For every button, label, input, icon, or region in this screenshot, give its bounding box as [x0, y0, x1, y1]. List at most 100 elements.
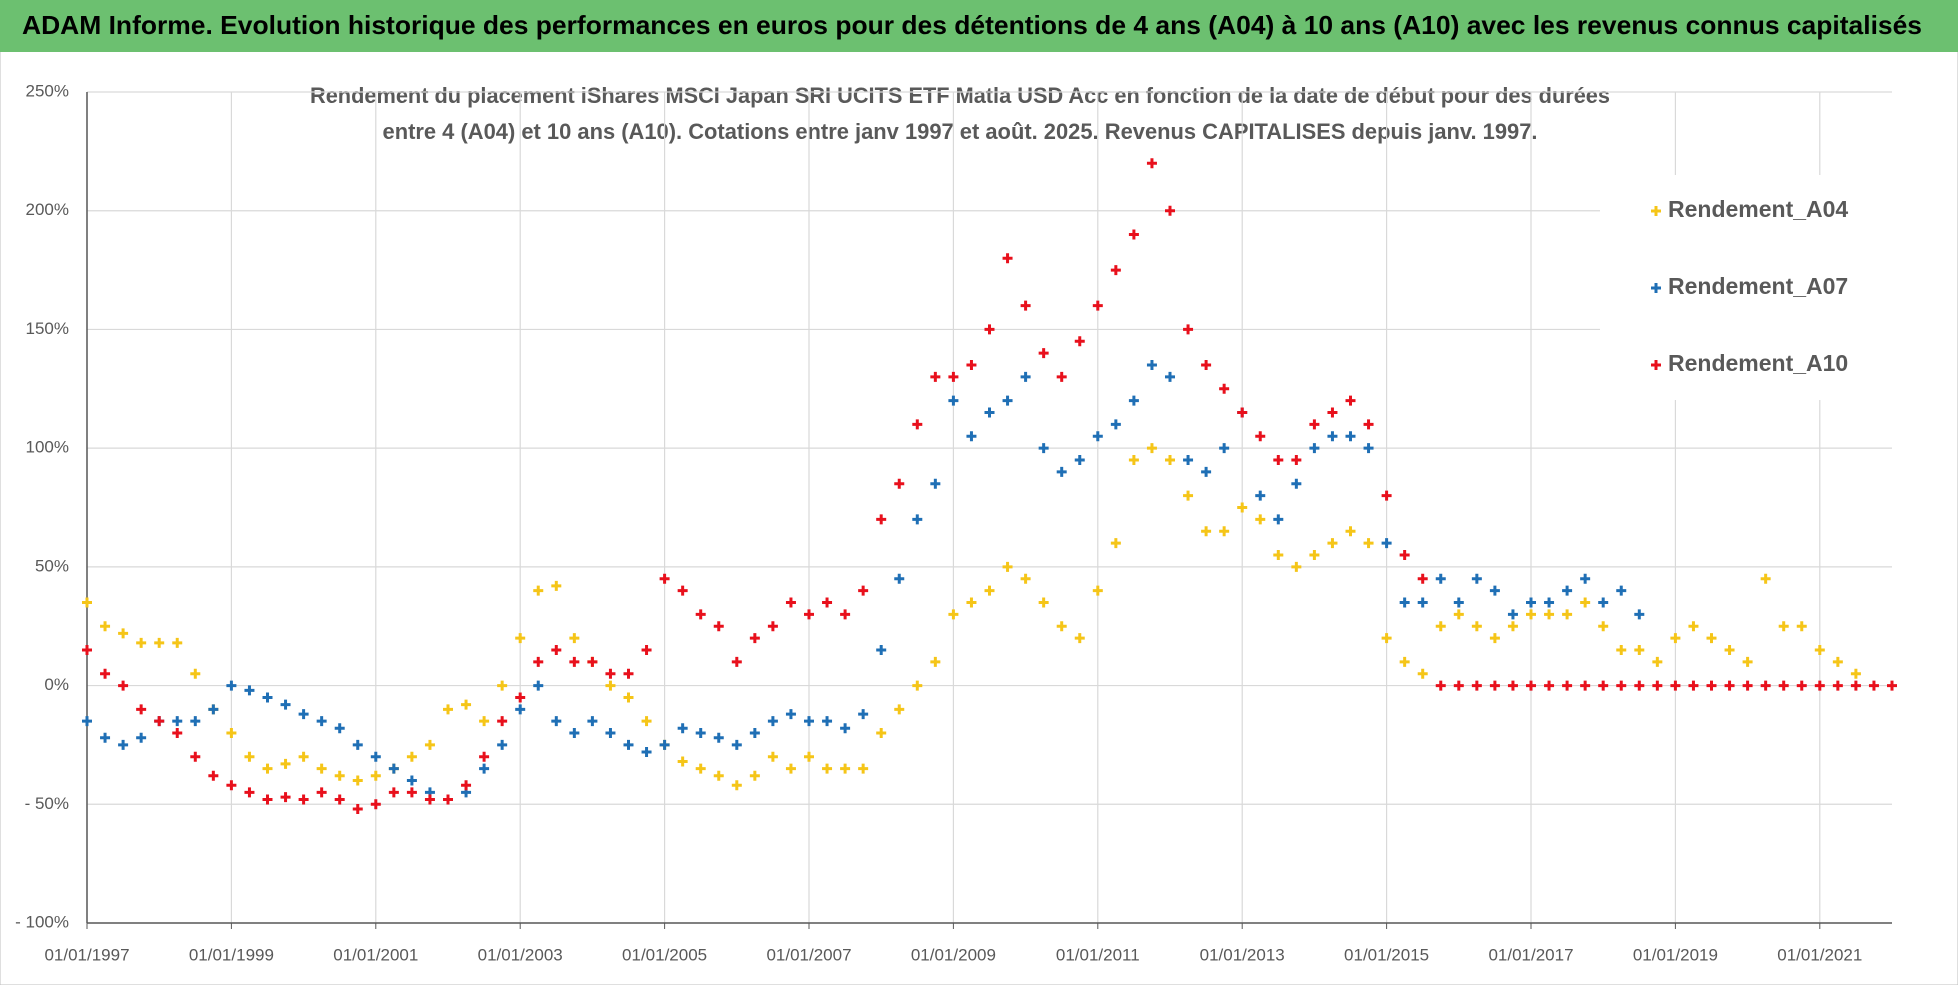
point	[713, 732, 724, 743]
y-tick-label: - 100%	[15, 912, 69, 931]
point	[497, 680, 508, 691]
point	[172, 637, 183, 648]
point	[569, 656, 580, 667]
point	[785, 709, 796, 720]
point	[948, 395, 959, 406]
point	[1020, 573, 1031, 584]
point	[1201, 526, 1212, 537]
point	[858, 763, 869, 774]
point	[406, 751, 417, 762]
point	[966, 431, 977, 442]
legend-label: Rendement_A10	[1668, 350, 1848, 376]
point	[948, 609, 959, 620]
point	[623, 739, 634, 750]
point	[605, 728, 616, 739]
point	[1724, 644, 1735, 655]
point	[1544, 597, 1555, 608]
point	[551, 644, 562, 655]
point	[244, 787, 255, 798]
point	[1128, 455, 1139, 466]
point	[1580, 597, 1591, 608]
point	[984, 585, 995, 596]
point	[1688, 621, 1699, 632]
point	[352, 804, 363, 815]
point	[1616, 680, 1627, 691]
point	[1453, 597, 1464, 608]
point	[1814, 644, 1825, 655]
point	[1688, 680, 1699, 691]
point	[1345, 526, 1356, 537]
point	[1020, 300, 1031, 311]
point	[1255, 490, 1266, 501]
plot: - 100% - 50% 0% 50% 100% 150% 200% 250% 01/01/19…	[15, 81, 1897, 964]
legend-label: Rendement_A07	[1668, 273, 1848, 299]
point	[1580, 680, 1591, 691]
point	[443, 794, 453, 805]
point	[370, 799, 381, 810]
point	[262, 692, 273, 703]
point	[118, 680, 129, 691]
point	[804, 609, 814, 620]
x-tick-label: 01/01/1999	[189, 945, 274, 964]
point	[587, 716, 598, 727]
point	[479, 751, 490, 762]
point	[966, 597, 977, 608]
point	[1345, 395, 1356, 406]
point	[1146, 443, 1157, 454]
point	[1002, 253, 1013, 264]
point	[1128, 229, 1139, 240]
point	[1742, 680, 1753, 691]
point	[767, 751, 778, 762]
point	[1237, 407, 1248, 418]
point	[1327, 538, 1338, 549]
point	[1598, 680, 1609, 691]
point	[1489, 633, 1500, 644]
point	[1201, 466, 1212, 477]
legend-marker	[1651, 206, 1661, 216]
point	[1832, 656, 1843, 667]
point	[1092, 300, 1103, 311]
point	[1634, 609, 1645, 620]
chart-subtitle: entre 4 (A04) et 10 ans (A10). Cotations…	[383, 119, 1538, 144]
point	[334, 794, 345, 805]
point	[1291, 455, 1302, 466]
point	[388, 787, 399, 798]
point	[1381, 490, 1392, 501]
point	[767, 621, 778, 632]
point	[1435, 573, 1446, 584]
point	[208, 770, 219, 781]
point	[226, 780, 237, 791]
point	[713, 621, 724, 632]
point	[1544, 609, 1555, 620]
point	[1128, 395, 1139, 406]
point	[1309, 443, 1320, 454]
point	[1381, 633, 1392, 644]
point	[930, 656, 941, 667]
point	[533, 656, 544, 667]
y-tick-label: 50%	[35, 556, 69, 575]
point	[1273, 514, 1284, 525]
point	[1273, 455, 1284, 466]
point	[515, 704, 526, 715]
point	[677, 585, 688, 596]
point	[587, 656, 598, 667]
point	[298, 794, 309, 805]
point	[1471, 573, 1482, 584]
point	[731, 656, 742, 667]
point	[370, 751, 381, 762]
x-tick-label: 01/01/2021	[1777, 945, 1862, 964]
point	[1219, 383, 1230, 394]
point	[1165, 205, 1175, 216]
point	[569, 728, 580, 739]
point	[876, 514, 887, 525]
point	[1038, 348, 1049, 359]
point	[461, 780, 472, 791]
point	[1471, 680, 1482, 691]
point	[1219, 526, 1230, 537]
point	[1417, 597, 1428, 608]
point	[443, 704, 453, 715]
point	[1562, 680, 1573, 691]
point	[623, 668, 634, 679]
point	[208, 704, 219, 715]
point	[1778, 621, 1789, 632]
